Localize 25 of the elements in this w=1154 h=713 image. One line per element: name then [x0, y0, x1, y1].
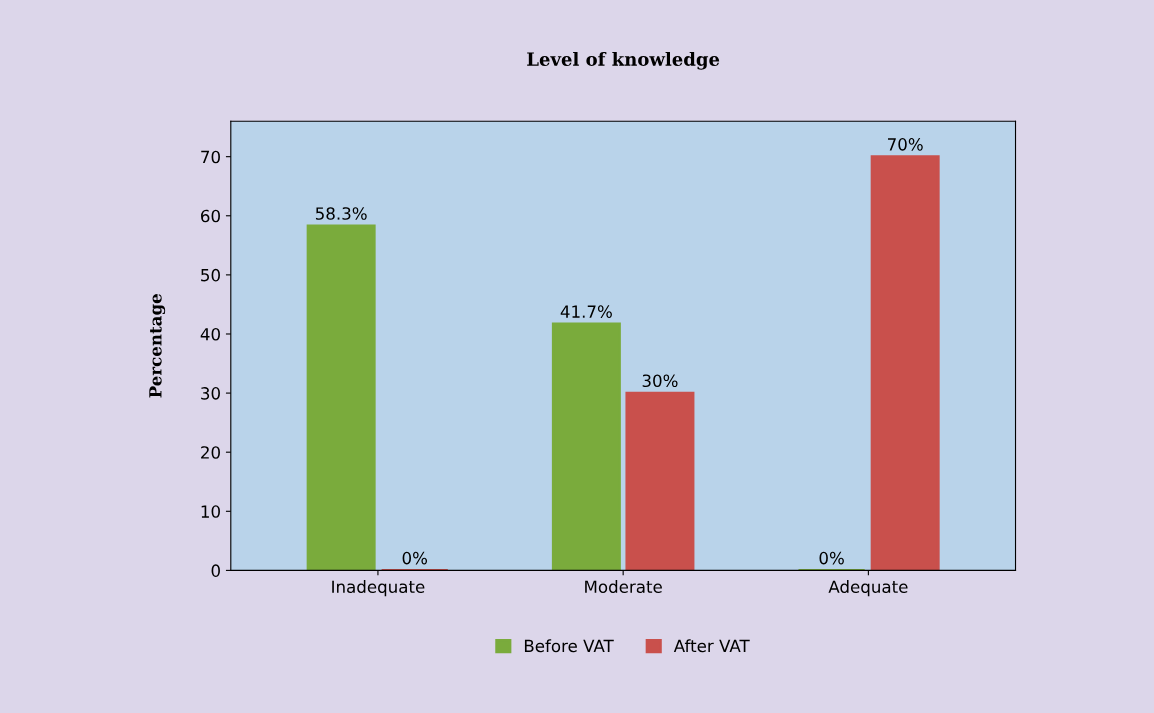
- legend-label: Before VAT: [524, 639, 614, 653]
- data-label: 0%: [819, 551, 844, 565]
- legend-label: After VAT: [673, 639, 750, 653]
- bar: [306, 224, 376, 571]
- chart-title: Level of knowledge: [527, 51, 720, 70]
- y-tick-label: 70: [201, 150, 220, 164]
- y-tick-label: 40: [200, 327, 220, 341]
- bar: [625, 391, 695, 571]
- y-tick-label: 20: [201, 446, 220, 459]
- y-tick-label: 50: [201, 268, 220, 282]
- y-tick-label: 30: [201, 387, 220, 400]
- y-axis-title: Percentage: [149, 294, 166, 398]
- x-tick-label: Inadequate: [332, 580, 425, 597]
- data-label: 58.3%: [315, 207, 367, 220]
- y-tick-label: 0: [211, 564, 220, 577]
- bar: [551, 322, 621, 571]
- x-tick-label: Adequate: [828, 580, 908, 597]
- x-tick-label: Moderate: [585, 580, 662, 594]
- bar: [870, 155, 940, 571]
- data-label: 41.7%: [560, 305, 612, 318]
- data-label: 0%: [402, 551, 428, 565]
- data-label: 70%: [888, 138, 923, 151]
- y-tick-label: 60: [201, 209, 220, 223]
- y-tick-label: 10: [201, 505, 220, 518]
- data-label: 30%: [642, 374, 678, 388]
